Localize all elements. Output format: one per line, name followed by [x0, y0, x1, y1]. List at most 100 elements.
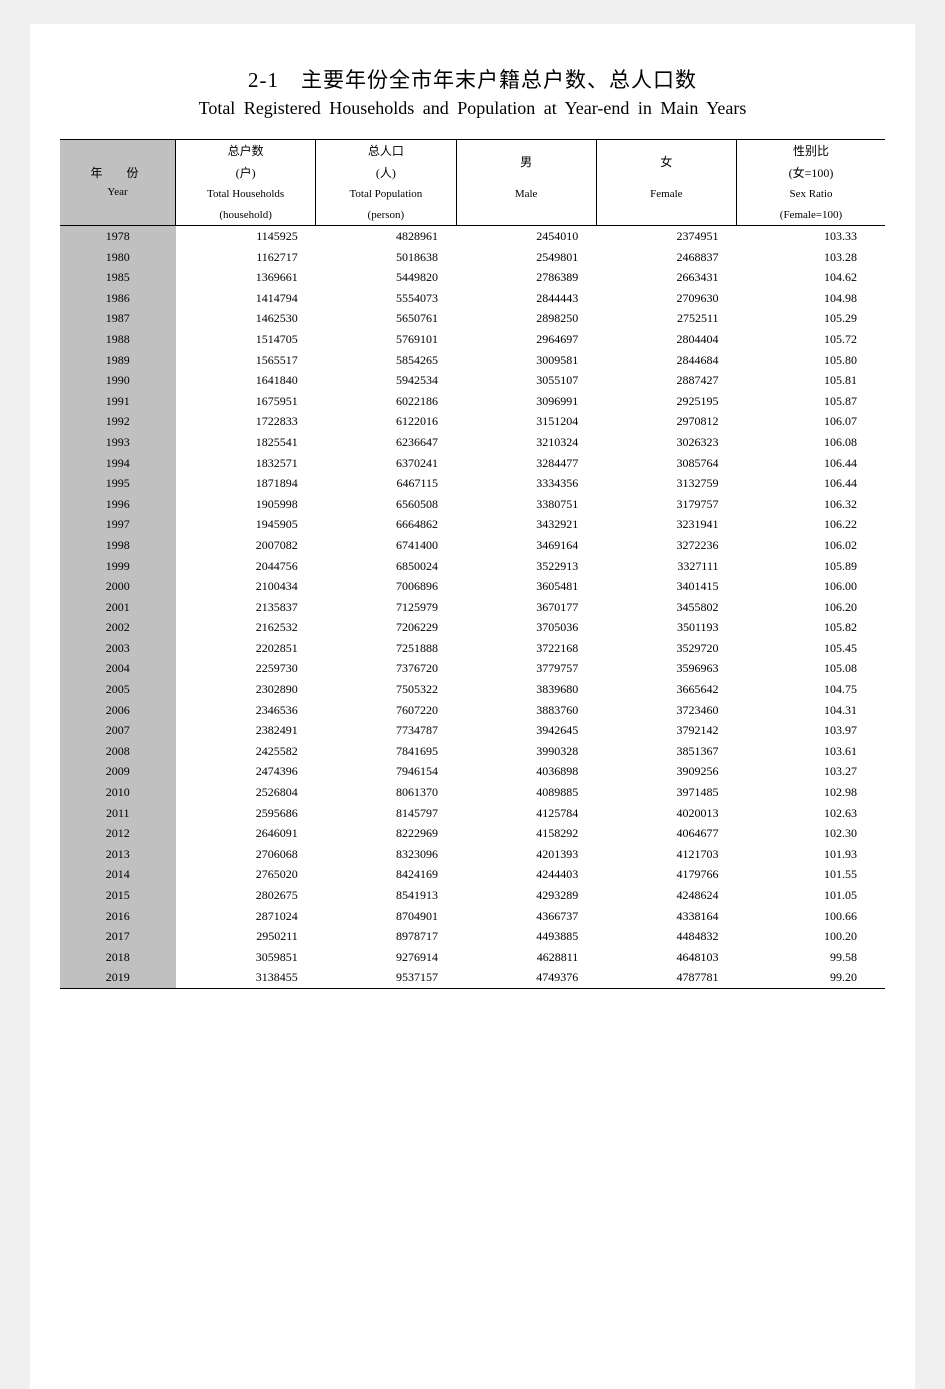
cell-households: 1462530	[176, 308, 316, 329]
table-row: 19911675951602218630969912925195105.87	[60, 391, 885, 412]
cell-year: 2011	[60, 803, 176, 824]
cell-year: 1996	[60, 494, 176, 515]
cell-households: 2162532	[176, 617, 316, 638]
table-row: 20082425582784169539903283851367103.61	[60, 741, 885, 762]
table-row: 20172950211897871744938854484832100.20	[60, 926, 885, 947]
cell-population: 5650761	[316, 308, 456, 329]
cell-male: 3605481	[456, 576, 596, 597]
cell-male: 2454010	[456, 226, 596, 247]
cell-population: 8323096	[316, 844, 456, 865]
table-row: 20092474396794615440368983909256103.27	[60, 761, 885, 782]
cell-households: 1825541	[176, 432, 316, 453]
cell-population: 4828961	[316, 226, 456, 247]
cell-households: 3138455	[176, 967, 316, 988]
cell-sexratio: 105.29	[737, 308, 886, 329]
table-row: 20132706068832309642013934121703101.93	[60, 844, 885, 865]
cell-year: 1998	[60, 535, 176, 556]
cell-households: 1414794	[176, 288, 316, 309]
table-row: 20022162532720622937050363501193105.82	[60, 617, 885, 638]
header-households-unit-cn: (户)	[176, 162, 316, 184]
cell-population: 7251888	[316, 638, 456, 659]
cell-female: 3026323	[596, 432, 736, 453]
cell-male: 4293289	[456, 885, 596, 906]
cell-year: 1988	[60, 329, 176, 350]
cell-male: 4366737	[456, 906, 596, 927]
cell-population: 6467115	[316, 473, 456, 494]
cell-households: 1871894	[176, 473, 316, 494]
table-row: 19781145925482896124540102374951103.33	[60, 226, 885, 247]
cell-households: 1832571	[176, 453, 316, 474]
cell-male: 2964697	[456, 329, 596, 350]
cell-population: 7841695	[316, 741, 456, 762]
cell-male: 3779757	[456, 658, 596, 679]
table-row: 19961905998656050833807513179757106.32	[60, 494, 885, 515]
table-row: 19971945905666486234329213231941106.22	[60, 514, 885, 535]
cell-population: 8541913	[316, 885, 456, 906]
cell-sexratio: 102.30	[737, 823, 886, 844]
cell-sexratio: 105.72	[737, 329, 886, 350]
cell-households: 2382491	[176, 720, 316, 741]
cell-sexratio: 102.98	[737, 782, 886, 803]
cell-female: 3327111	[596, 556, 736, 577]
cell-households: 2706068	[176, 844, 316, 865]
cell-female: 3596963	[596, 658, 736, 679]
cell-female: 2804404	[596, 329, 736, 350]
header-male: 男	[456, 140, 596, 185]
cell-households: 2302890	[176, 679, 316, 700]
cell-population: 6022186	[316, 391, 456, 412]
cell-population: 6850024	[316, 556, 456, 577]
cell-female: 2925195	[596, 391, 736, 412]
cell-female: 3272236	[596, 535, 736, 556]
cell-year: 2001	[60, 597, 176, 618]
cell-population: 5942534	[316, 370, 456, 391]
table-row: 20152802675854191342932894248624101.05	[60, 885, 885, 906]
table-row: 20042259730737672037797573596963105.08	[60, 658, 885, 679]
header-sexratio-cn: 性别比	[737, 140, 886, 163]
table-row: 19891565517585426530095812844684105.80	[60, 350, 885, 371]
cell-population: 6664862	[316, 514, 456, 535]
cell-households: 2802675	[176, 885, 316, 906]
cell-male: 3469164	[456, 535, 596, 556]
cell-year: 1999	[60, 556, 176, 577]
cell-male: 3722168	[456, 638, 596, 659]
header-households-cn: 总户数	[176, 140, 316, 163]
cell-households: 2646091	[176, 823, 316, 844]
cell-sexratio: 103.33	[737, 226, 886, 247]
cell-year: 2016	[60, 906, 176, 927]
cell-male: 3151204	[456, 411, 596, 432]
population-table: 年 份 Year 总户数 总人口 男 女 性别比 (户) (人) (女=100)	[60, 139, 885, 989]
cell-population: 9276914	[316, 947, 456, 968]
cell-households: 1565517	[176, 350, 316, 371]
table-row: 19801162717501863825498012468837103.28	[60, 247, 885, 268]
cell-female: 3723460	[596, 700, 736, 721]
cell-male: 3670177	[456, 597, 596, 618]
cell-population: 5554073	[316, 288, 456, 309]
cell-year: 2006	[60, 700, 176, 721]
cell-year: 2003	[60, 638, 176, 659]
cell-households: 1722833	[176, 411, 316, 432]
table-row: 20012135837712597936701773455802106.20	[60, 597, 885, 618]
cell-households: 2044756	[176, 556, 316, 577]
cell-male: 3942645	[456, 720, 596, 741]
cell-sexratio: 105.82	[737, 617, 886, 638]
cell-female: 4787781	[596, 967, 736, 988]
cell-sexratio: 103.97	[737, 720, 886, 741]
cell-male: 4493885	[456, 926, 596, 947]
cell-male: 3883760	[456, 700, 596, 721]
cell-year: 1991	[60, 391, 176, 412]
cell-population: 7946154	[316, 761, 456, 782]
cell-sexratio: 100.20	[737, 926, 886, 947]
table-row: 19851369661544982027863892663431104.62	[60, 267, 885, 288]
cell-population: 5449820	[316, 267, 456, 288]
table-row: 19871462530565076128982502752511105.29	[60, 308, 885, 329]
title-chinese: 2-1 主要年份全市年末户籍总户数、总人口数	[60, 64, 885, 94]
table-row: 20162871024870490143667374338164100.66	[60, 906, 885, 927]
cell-female: 3231941	[596, 514, 736, 535]
cell-population: 7125979	[316, 597, 456, 618]
cell-population: 5769101	[316, 329, 456, 350]
cell-households: 2526804	[176, 782, 316, 803]
cell-male: 3284477	[456, 453, 596, 474]
cell-year: 2002	[60, 617, 176, 638]
cell-year: 1985	[60, 267, 176, 288]
table-row: 20032202851725188837221683529720105.45	[60, 638, 885, 659]
